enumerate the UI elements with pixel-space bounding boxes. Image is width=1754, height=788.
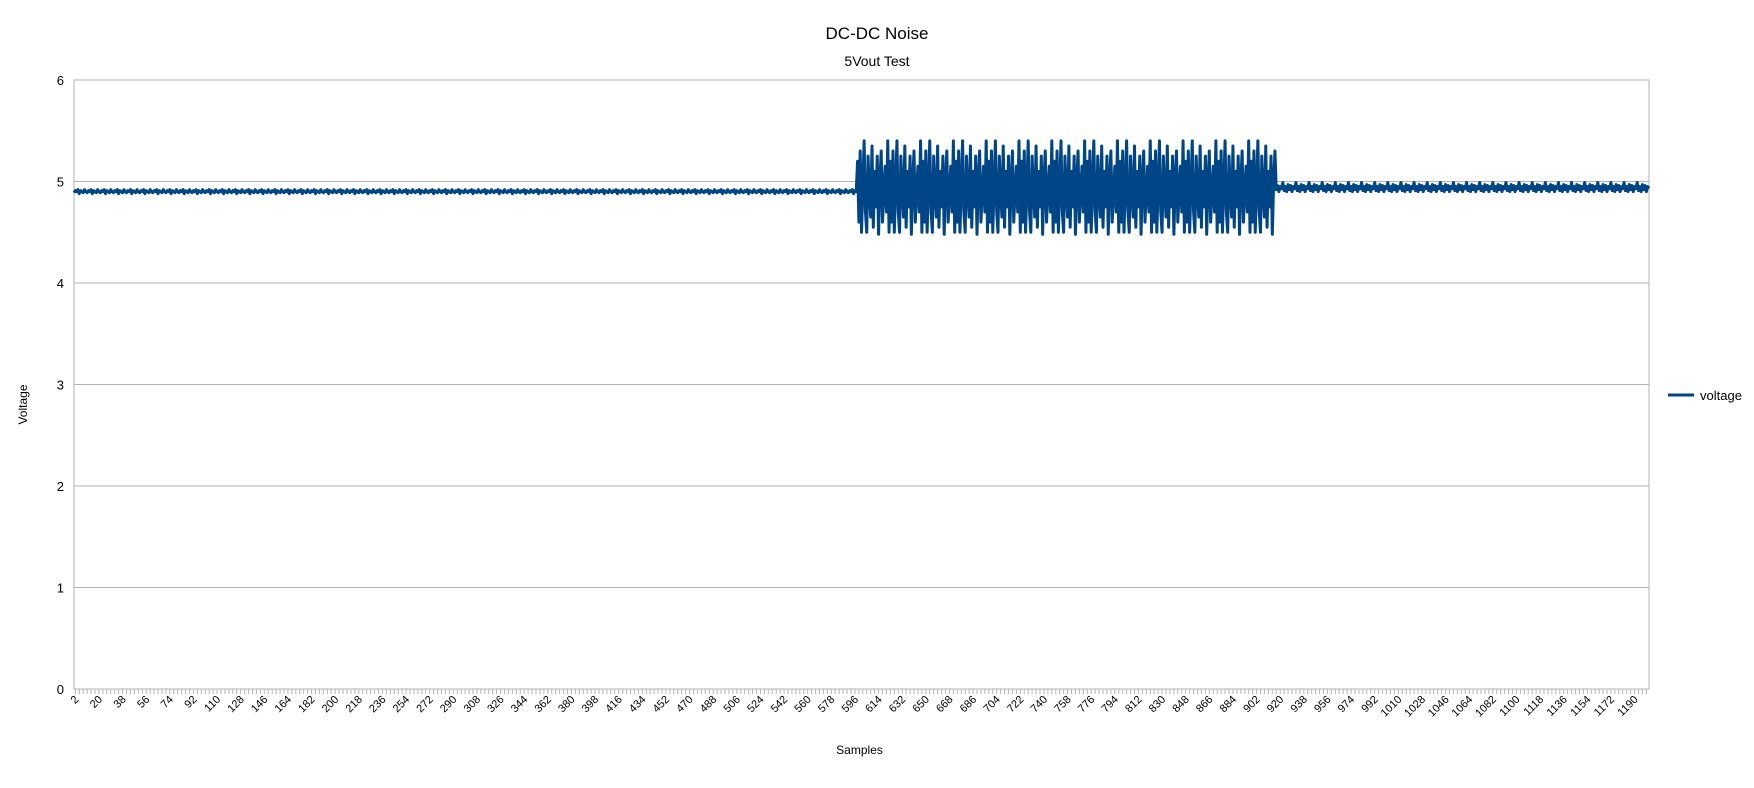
x-tick-label: 182 [296, 694, 317, 715]
x-tick-label: 38 [112, 694, 129, 711]
x-tick-label: 650 [910, 694, 931, 715]
x-tick-label: 866 [1194, 694, 1215, 715]
y-tick-label: 4 [57, 276, 64, 291]
x-tick-label: 452 [651, 694, 672, 715]
x-tick-label: 1190 [1615, 694, 1640, 719]
x-tick-label: 308 [462, 694, 483, 715]
x-tick-label: 1064 [1450, 694, 1476, 720]
legend-label-voltage: voltage [1700, 388, 1742, 403]
x-tick-label: 722 [1005, 694, 1026, 715]
x-tick-label: 794 [1099, 694, 1120, 715]
x-tick-label: 434 [627, 694, 648, 715]
x-tick-label: 740 [1029, 694, 1050, 715]
x-tick-label: 524 [745, 694, 766, 715]
y-tick-label: 1 [57, 581, 64, 596]
legend: voltage [1668, 388, 1742, 403]
x-tick-label: 218 [343, 694, 364, 715]
chart-title: DC-DC Noise [825, 24, 929, 43]
x-tick-label: 1100 [1497, 694, 1522, 719]
x-tick-label: 272 [414, 694, 435, 715]
x-axis-title: Samples [836, 743, 883, 757]
x-tick-label: 830 [1147, 694, 1168, 715]
x-tick-label: 776 [1076, 694, 1097, 715]
x-tick-label: 902 [1241, 694, 1262, 715]
x-tick-label: 920 [1265, 694, 1286, 715]
x-tick-label: 236 [367, 694, 388, 715]
x-tick-label: 1118 [1522, 694, 1547, 719]
x-tick-label: 20 [88, 694, 105, 711]
x-tick-label: 416 [603, 694, 624, 715]
x-tick-label: 668 [934, 694, 955, 715]
x-tick-label: 488 [698, 694, 719, 715]
x-tick-label: 128 [225, 694, 246, 715]
x-tick-label: 884 [1218, 694, 1239, 715]
x-tick-label: 1028 [1402, 694, 1428, 720]
x-tick-label: 110 [202, 694, 223, 715]
y-tick-label: 2 [57, 479, 64, 494]
x-tick-label: 326 [485, 694, 506, 715]
x-tick-label: 398 [580, 694, 601, 715]
x-tick-label: 2 [69, 694, 82, 707]
x-tick-label: 704 [981, 694, 1002, 715]
x-tick-label: 380 [556, 694, 577, 715]
x-tick-label: 758 [1052, 694, 1073, 715]
x-tick-label: 812 [1123, 694, 1144, 715]
x-tick-label: 470 [674, 694, 695, 715]
x-tick-label: 992 [1359, 694, 1380, 715]
x-tick-label: 362 [532, 694, 553, 715]
x-tick-label: 560 [792, 694, 813, 715]
y-axis-ticks: 0 1 2 3 4 5 6 [57, 73, 64, 697]
x-tick-label: 938 [1288, 694, 1309, 715]
x-tick-label: 974 [1336, 694, 1357, 715]
y-axis-title: Voltage [16, 384, 30, 424]
x-tick-label: 596 [840, 694, 861, 715]
x-tick-label: 956 [1312, 694, 1333, 715]
x-axis-ticks: 2 20 38 56 74 92 110 128 146 164 182 200 218 236 254 27… [69, 689, 1647, 719]
x-tick-label: 1010 [1379, 694, 1405, 720]
x-tick-label: 56 [135, 694, 152, 711]
x-tick-label: 686 [958, 694, 979, 715]
y-tick-label: 0 [57, 682, 64, 697]
x-tick-label: 254 [391, 694, 412, 715]
x-tick-label: 578 [816, 694, 837, 715]
plot-area-border [73, 79, 1650, 690]
x-tick-label: 200 [320, 694, 341, 715]
x-tick-label: 344 [509, 694, 530, 715]
x-tick-label: 290 [438, 694, 459, 715]
y-tick-label: 5 [57, 175, 64, 190]
x-tick-label: 146 [249, 694, 270, 715]
x-tick-label: 92 [182, 694, 199, 711]
x-tick-label: 1082 [1473, 694, 1499, 720]
x-tick-label: 164 [273, 694, 294, 715]
x-tick-label: 848 [1170, 694, 1191, 715]
x-tick-label: 614 [863, 694, 884, 715]
y-tick-label: 6 [57, 73, 64, 88]
x-tick-label: 632 [887, 694, 908, 715]
x-tick-label: 1172 [1592, 694, 1617, 719]
series-line-voltage [72, 139, 1651, 236]
x-tick-label: 74 [159, 694, 176, 711]
x-tick-label: 1154 [1568, 694, 1593, 719]
x-tick-label: 1046 [1426, 694, 1452, 720]
y-tick-label: 3 [57, 378, 64, 393]
chart-subtitle: 5Vout Test [844, 53, 910, 69]
x-tick-label: 542 [769, 694, 790, 715]
x-tick-label: 506 [721, 694, 742, 715]
x-tick-label: 1136 [1545, 694, 1570, 719]
